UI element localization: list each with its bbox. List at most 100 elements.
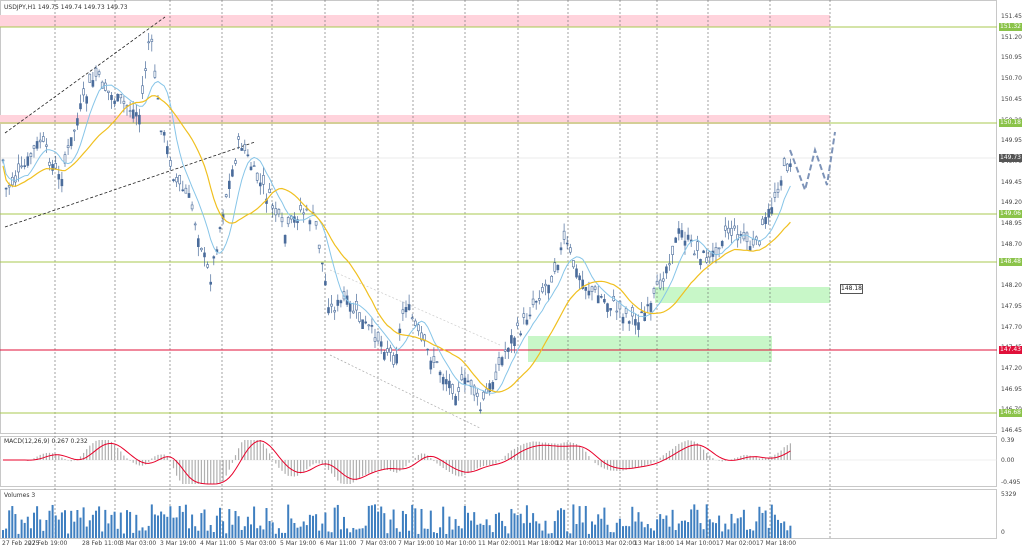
forecast-path xyxy=(789,131,836,194)
volume-bar xyxy=(451,529,454,538)
volume-bar xyxy=(634,521,637,538)
candle-body xyxy=(776,188,780,193)
volume-bar xyxy=(563,509,566,538)
channel-lower-line xyxy=(4,141,256,228)
volume-bar xyxy=(29,528,32,538)
candle-body xyxy=(119,93,123,99)
candle-body xyxy=(280,217,284,223)
macd-bar xyxy=(622,460,624,471)
target-price-marker[interactable]: 148.18 xyxy=(840,284,863,294)
volume-bar xyxy=(535,521,538,538)
time-tick: 5 Mar 03:00 xyxy=(240,540,277,547)
macd-label: MACD(12,26,9) 0.267 0.232 xyxy=(4,438,88,445)
macd-bar xyxy=(303,460,305,472)
macd-bar xyxy=(755,457,757,460)
macd-bar xyxy=(777,452,779,460)
volume-bar xyxy=(215,515,218,538)
volume-bar xyxy=(349,532,352,538)
candle-body xyxy=(224,194,228,198)
volume-bar xyxy=(188,528,190,538)
volume-bar xyxy=(470,520,473,538)
support-zone-upper xyxy=(655,287,830,303)
macd-bar xyxy=(430,458,432,460)
volume-bar xyxy=(715,523,717,538)
macd-bar xyxy=(343,460,345,484)
macd-bar xyxy=(309,460,311,467)
candle-body xyxy=(593,286,597,290)
candle-body xyxy=(314,220,318,226)
volume-bar xyxy=(587,533,590,538)
candle-body xyxy=(82,88,85,96)
candle-body xyxy=(252,165,256,167)
macd-bar xyxy=(231,460,233,463)
volume-bar xyxy=(107,523,110,538)
volume-bar xyxy=(566,531,569,538)
volume-bar xyxy=(780,523,783,538)
volume-bar xyxy=(575,524,578,538)
candle-body xyxy=(113,100,116,104)
candle-body xyxy=(153,70,157,78)
volume-bar xyxy=(203,509,206,538)
macd-bar xyxy=(207,460,209,484)
volume-bar xyxy=(377,511,380,538)
volume-bar xyxy=(699,523,702,538)
volume-bar xyxy=(724,523,727,538)
candle-body xyxy=(364,321,368,324)
volume-bar xyxy=(370,505,373,538)
support-zone-lower xyxy=(528,336,772,362)
candle-body xyxy=(472,385,476,396)
macd-bar xyxy=(603,460,605,469)
candle-body xyxy=(392,355,395,365)
time-tick: 28 Feb 11:00 xyxy=(82,540,122,547)
volume-bar xyxy=(417,533,420,538)
candle-body xyxy=(525,319,529,325)
volume-bar xyxy=(668,526,671,538)
volume-bar xyxy=(324,512,327,538)
candle-body xyxy=(720,241,724,247)
macd-bar xyxy=(340,460,342,484)
candle-body xyxy=(692,253,696,256)
volume-bar xyxy=(11,506,14,538)
macd-bar xyxy=(349,460,351,484)
macd-bar xyxy=(399,460,401,472)
macd-bar xyxy=(594,460,596,464)
macd-bar xyxy=(331,460,333,474)
macd-bar xyxy=(383,460,385,470)
volume-bar xyxy=(411,504,414,538)
candle-body xyxy=(249,166,253,171)
volume-bar xyxy=(42,530,45,538)
price-tick: 147.20 xyxy=(1001,364,1022,372)
macd-bar xyxy=(470,460,472,472)
volume-bar xyxy=(110,514,113,538)
candle-body xyxy=(475,392,479,397)
macd-bar xyxy=(306,460,308,470)
volume-bar xyxy=(39,519,42,538)
macd-bar xyxy=(135,460,137,465)
macd-bar xyxy=(476,460,478,469)
macd-bar xyxy=(138,460,140,466)
macd-bar xyxy=(52,453,54,460)
candle-body xyxy=(460,374,464,381)
volume-bar xyxy=(327,531,330,538)
volume-bar xyxy=(761,512,764,538)
volume-bar xyxy=(91,514,94,538)
candle-body xyxy=(38,139,42,143)
candle-body xyxy=(680,230,684,238)
candle-body xyxy=(646,304,650,307)
volume-bar xyxy=(243,526,246,538)
volume-bar xyxy=(591,521,593,538)
macd-bar xyxy=(737,457,739,460)
candle-body xyxy=(463,377,467,385)
volume-bar xyxy=(355,529,358,538)
volume-bar xyxy=(674,530,677,538)
candle-body xyxy=(696,241,699,251)
macd-bar xyxy=(740,455,742,460)
volume-bar xyxy=(67,533,70,538)
volume-bar xyxy=(88,520,91,538)
volume-bar xyxy=(14,514,17,538)
time-tick: 5 Mar 19:00 xyxy=(280,540,317,547)
candle-body xyxy=(138,114,141,125)
candle-body xyxy=(382,351,386,360)
volume-bar xyxy=(212,532,215,538)
